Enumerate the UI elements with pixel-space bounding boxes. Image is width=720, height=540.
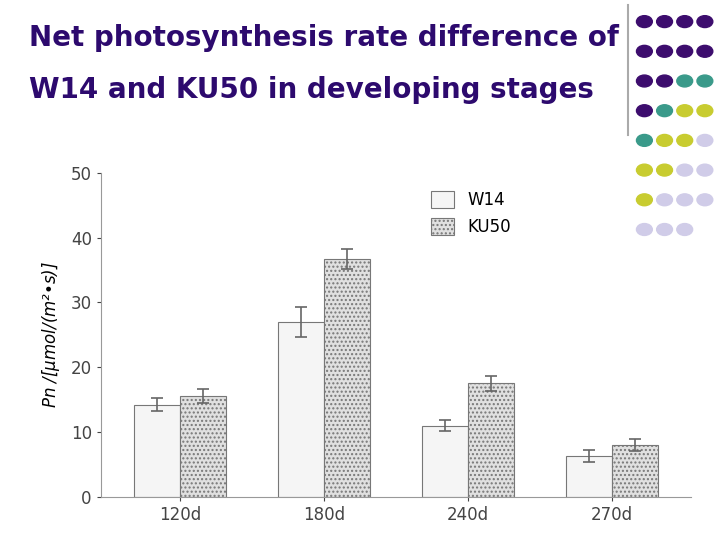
Bar xyxy=(278,322,324,497)
Bar xyxy=(468,383,514,497)
Bar xyxy=(180,396,226,497)
Legend: W14, KU50: W14, KU50 xyxy=(424,184,518,242)
Y-axis label: $Pn$ /[μmol/(m²•s)]: $Pn$ /[μmol/(m²•s)] xyxy=(40,261,63,408)
Bar xyxy=(566,456,612,497)
Bar xyxy=(134,405,180,497)
Bar xyxy=(422,426,468,497)
Text: Net photosynthesis rate difference of: Net photosynthesis rate difference of xyxy=(29,24,618,52)
Text: W14 and KU50 in developing stages: W14 and KU50 in developing stages xyxy=(29,76,594,104)
Bar xyxy=(612,445,658,497)
Bar xyxy=(324,259,370,497)
